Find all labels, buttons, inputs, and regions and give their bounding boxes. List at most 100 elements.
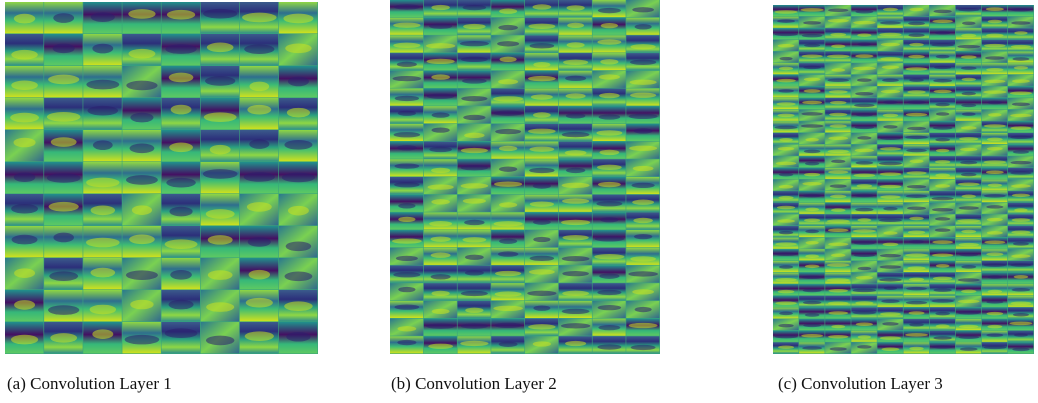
feature-cell xyxy=(929,191,956,203)
feature-blob xyxy=(957,182,980,186)
feature-blob xyxy=(801,333,824,338)
feature-blob xyxy=(802,288,822,293)
feature-blob xyxy=(986,217,1003,222)
feature-cell xyxy=(955,98,982,110)
feature-blob xyxy=(11,203,38,214)
feature-blob xyxy=(493,305,523,312)
feature-blob xyxy=(830,208,846,212)
feature-blob xyxy=(827,78,850,83)
feature-blob xyxy=(394,304,420,310)
feature-blob xyxy=(932,276,953,281)
feature-blob xyxy=(429,23,453,29)
feature-blob xyxy=(532,183,551,189)
feature-blob xyxy=(906,184,927,189)
feature-blob xyxy=(775,301,797,306)
feature-blob xyxy=(855,161,874,165)
feature-blob xyxy=(630,92,657,98)
feature-blob xyxy=(983,263,1007,267)
feature-blob xyxy=(206,302,235,312)
feature-blob xyxy=(92,329,114,339)
feature-cell xyxy=(955,319,982,331)
feature-blob xyxy=(205,76,236,86)
feature-blob xyxy=(957,311,980,315)
feature-blob xyxy=(393,272,421,278)
feature-blob xyxy=(828,90,848,94)
feature-blob xyxy=(11,80,38,91)
feature-blob xyxy=(907,206,927,210)
feature-blob xyxy=(857,218,872,222)
feature-blob xyxy=(1010,7,1032,12)
feature-blob xyxy=(828,8,849,12)
feature-blob xyxy=(464,219,485,226)
feature-blob xyxy=(828,334,849,339)
feature-blob xyxy=(431,199,450,205)
feature-blob xyxy=(935,264,950,268)
feature-cell xyxy=(1007,295,1034,307)
feature-blob xyxy=(166,9,196,20)
feature-blob xyxy=(983,160,1007,164)
feature-blob xyxy=(776,102,796,106)
feature-blob xyxy=(803,323,822,328)
feature-blob xyxy=(879,312,901,316)
feature-blob xyxy=(281,172,316,183)
feature-blob xyxy=(908,54,925,59)
feature-blob xyxy=(170,104,192,115)
feature-blob xyxy=(429,221,453,227)
feature-blob xyxy=(909,239,925,244)
feature-cell xyxy=(161,162,201,194)
feature-blob xyxy=(533,305,551,311)
feature-blob xyxy=(529,201,554,207)
feature-blob xyxy=(562,270,589,277)
feature-blob xyxy=(778,184,794,189)
feature-blob xyxy=(880,136,901,140)
feature-blob xyxy=(597,181,621,188)
feature-blob xyxy=(13,172,36,183)
feature-blob xyxy=(597,164,622,170)
feature-blob xyxy=(935,138,951,142)
feature-blob xyxy=(495,128,522,135)
feature-blob xyxy=(829,112,848,117)
feature-blob xyxy=(831,44,846,49)
feature-blob xyxy=(852,311,876,315)
feature-blob xyxy=(128,48,156,59)
feature-cell xyxy=(491,212,525,230)
feature-blob xyxy=(800,124,824,128)
feature-blob xyxy=(460,290,488,297)
feature-blob xyxy=(129,143,155,154)
feature-blob xyxy=(567,22,585,29)
feature-blob xyxy=(600,217,619,223)
feature-blob xyxy=(631,182,655,189)
feature-blob xyxy=(829,124,847,128)
feature-blob xyxy=(826,263,850,267)
feature-blob xyxy=(628,271,658,277)
feature-blob xyxy=(853,20,876,25)
feature-blob xyxy=(778,172,794,177)
feature-blob xyxy=(881,347,900,352)
feature-blob xyxy=(528,269,555,275)
feature-blob xyxy=(880,195,901,199)
feature-blob xyxy=(1010,171,1032,175)
feature-blob xyxy=(565,113,586,119)
feature-blob xyxy=(426,58,455,65)
feature-blob xyxy=(166,177,196,188)
feature-blob xyxy=(13,137,36,148)
feature-blob xyxy=(960,126,977,130)
feature-blob xyxy=(881,299,900,304)
feature-blob xyxy=(398,203,416,209)
feature-blob xyxy=(1013,333,1028,337)
feature-blob xyxy=(1011,193,1030,198)
feature-blob xyxy=(633,233,653,240)
feature-blob xyxy=(53,232,74,243)
feature-blob xyxy=(463,114,486,121)
feature-blob xyxy=(398,286,416,293)
feature-blob xyxy=(599,149,620,156)
feature-blob xyxy=(50,333,78,343)
feature-cell xyxy=(955,28,982,40)
feature-blob xyxy=(805,254,819,258)
feature-blob xyxy=(776,205,796,210)
feature-blob xyxy=(245,297,273,308)
feature-blob xyxy=(777,44,795,48)
feature-blob xyxy=(883,125,898,129)
feature-blob xyxy=(460,340,489,347)
feature-blob xyxy=(908,277,925,282)
